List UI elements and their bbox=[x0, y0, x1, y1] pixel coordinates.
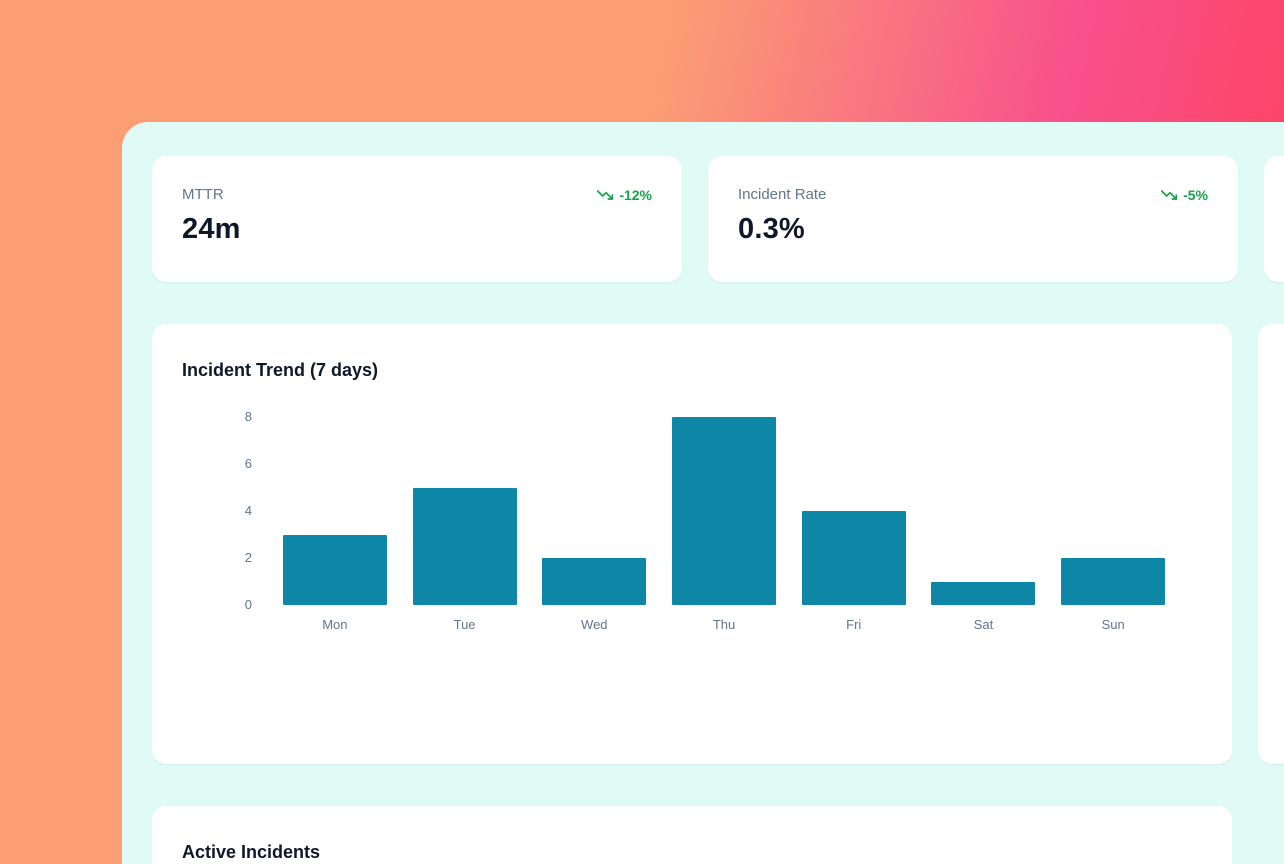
metric-trend: -5% bbox=[1161, 187, 1208, 203]
metric-card-header: MTTR -12% bbox=[182, 186, 652, 203]
y-tick-label: 0 bbox=[244, 597, 252, 612]
chart-title: Incident Trend (7 days) bbox=[182, 360, 379, 380]
trending-down-icon bbox=[597, 187, 614, 203]
bar-slot: Tue bbox=[400, 417, 530, 633]
trending-down-icon bbox=[1161, 187, 1178, 203]
y-tick-label: 6 bbox=[244, 456, 252, 471]
side-card-partial bbox=[1258, 324, 1284, 764]
x-tick-label: Tue bbox=[453, 617, 476, 632]
bar-wed[interactable] bbox=[542, 558, 647, 605]
chart-row: Incident Trend (7 days) 0 2 4 6 8 Mon Tue Wed T… bbox=[152, 324, 1284, 764]
bar-sat[interactable] bbox=[931, 581, 1036, 605]
bar-slot: Sun bbox=[1048, 417, 1178, 633]
x-tick-label: Sun bbox=[1101, 617, 1125, 632]
bar-slot: Thu bbox=[659, 417, 789, 633]
bar-sun[interactable] bbox=[1061, 558, 1166, 605]
bar-fri[interactable] bbox=[801, 511, 906, 605]
bar-slot: Mon bbox=[270, 417, 400, 633]
active-incidents-title: Active Incidents bbox=[182, 842, 321, 862]
x-tick-label: Thu bbox=[712, 617, 736, 632]
x-tick-label: Wed bbox=[581, 617, 608, 632]
metric-value: 0.3% bbox=[738, 213, 805, 245]
metric-trend-value: -12% bbox=[619, 186, 652, 203]
metric-label: Incident Rate bbox=[738, 186, 827, 203]
y-tick-label: 2 bbox=[244, 550, 252, 565]
y-axis: 0 2 4 6 8 bbox=[182, 409, 270, 633]
active-incidents-card: Active Incidents bbox=[152, 806, 1232, 864]
bar-tue[interactable] bbox=[412, 487, 517, 605]
plot-area: Mon Tue Wed Thu Fri Sat Sun bbox=[270, 417, 1202, 633]
bar-slot: Sat bbox=[919, 417, 1049, 633]
bar-mon[interactable] bbox=[282, 534, 387, 605]
metric-trend-value: -5% bbox=[1183, 186, 1208, 203]
bar-thu[interactable] bbox=[672, 417, 777, 605]
metric-trend: -12% bbox=[597, 187, 652, 203]
metric-label: MTTR bbox=[182, 186, 224, 203]
metrics-row: MTTR -12% 24m Incident Ra bbox=[152, 156, 1284, 282]
incident-trend-card: Incident Trend (7 days) 0 2 4 6 8 Mon Tue Wed T… bbox=[152, 324, 1232, 764]
metric-card-mttr: MTTR -12% 24m bbox=[152, 156, 682, 282]
y-tick-label: 8 bbox=[244, 409, 252, 424]
y-tick-label: 4 bbox=[244, 503, 252, 518]
metric-card-incident-rate: Incident Rate -5% 0.3% bbox=[708, 156, 1238, 282]
x-tick-label: Sat bbox=[973, 617, 994, 632]
x-tick-label: Mon bbox=[322, 617, 348, 632]
bar-slot: Fri bbox=[789, 417, 919, 633]
dashboard-panel: MTTR -12% 24m Incident Ra bbox=[122, 122, 1284, 864]
metric-value: 24m bbox=[182, 213, 241, 245]
metric-card-partial bbox=[1264, 156, 1284, 282]
metric-card-header: Incident Rate -5% bbox=[738, 186, 1208, 203]
incidents-row: Active Incidents bbox=[152, 806, 1284, 864]
bar-slot: Wed bbox=[529, 417, 659, 633]
bar-chart: 0 2 4 6 8 Mon Tue Wed Thu Fri Sat Sun bbox=[182, 409, 1202, 633]
x-tick-label: Fri bbox=[846, 617, 862, 632]
